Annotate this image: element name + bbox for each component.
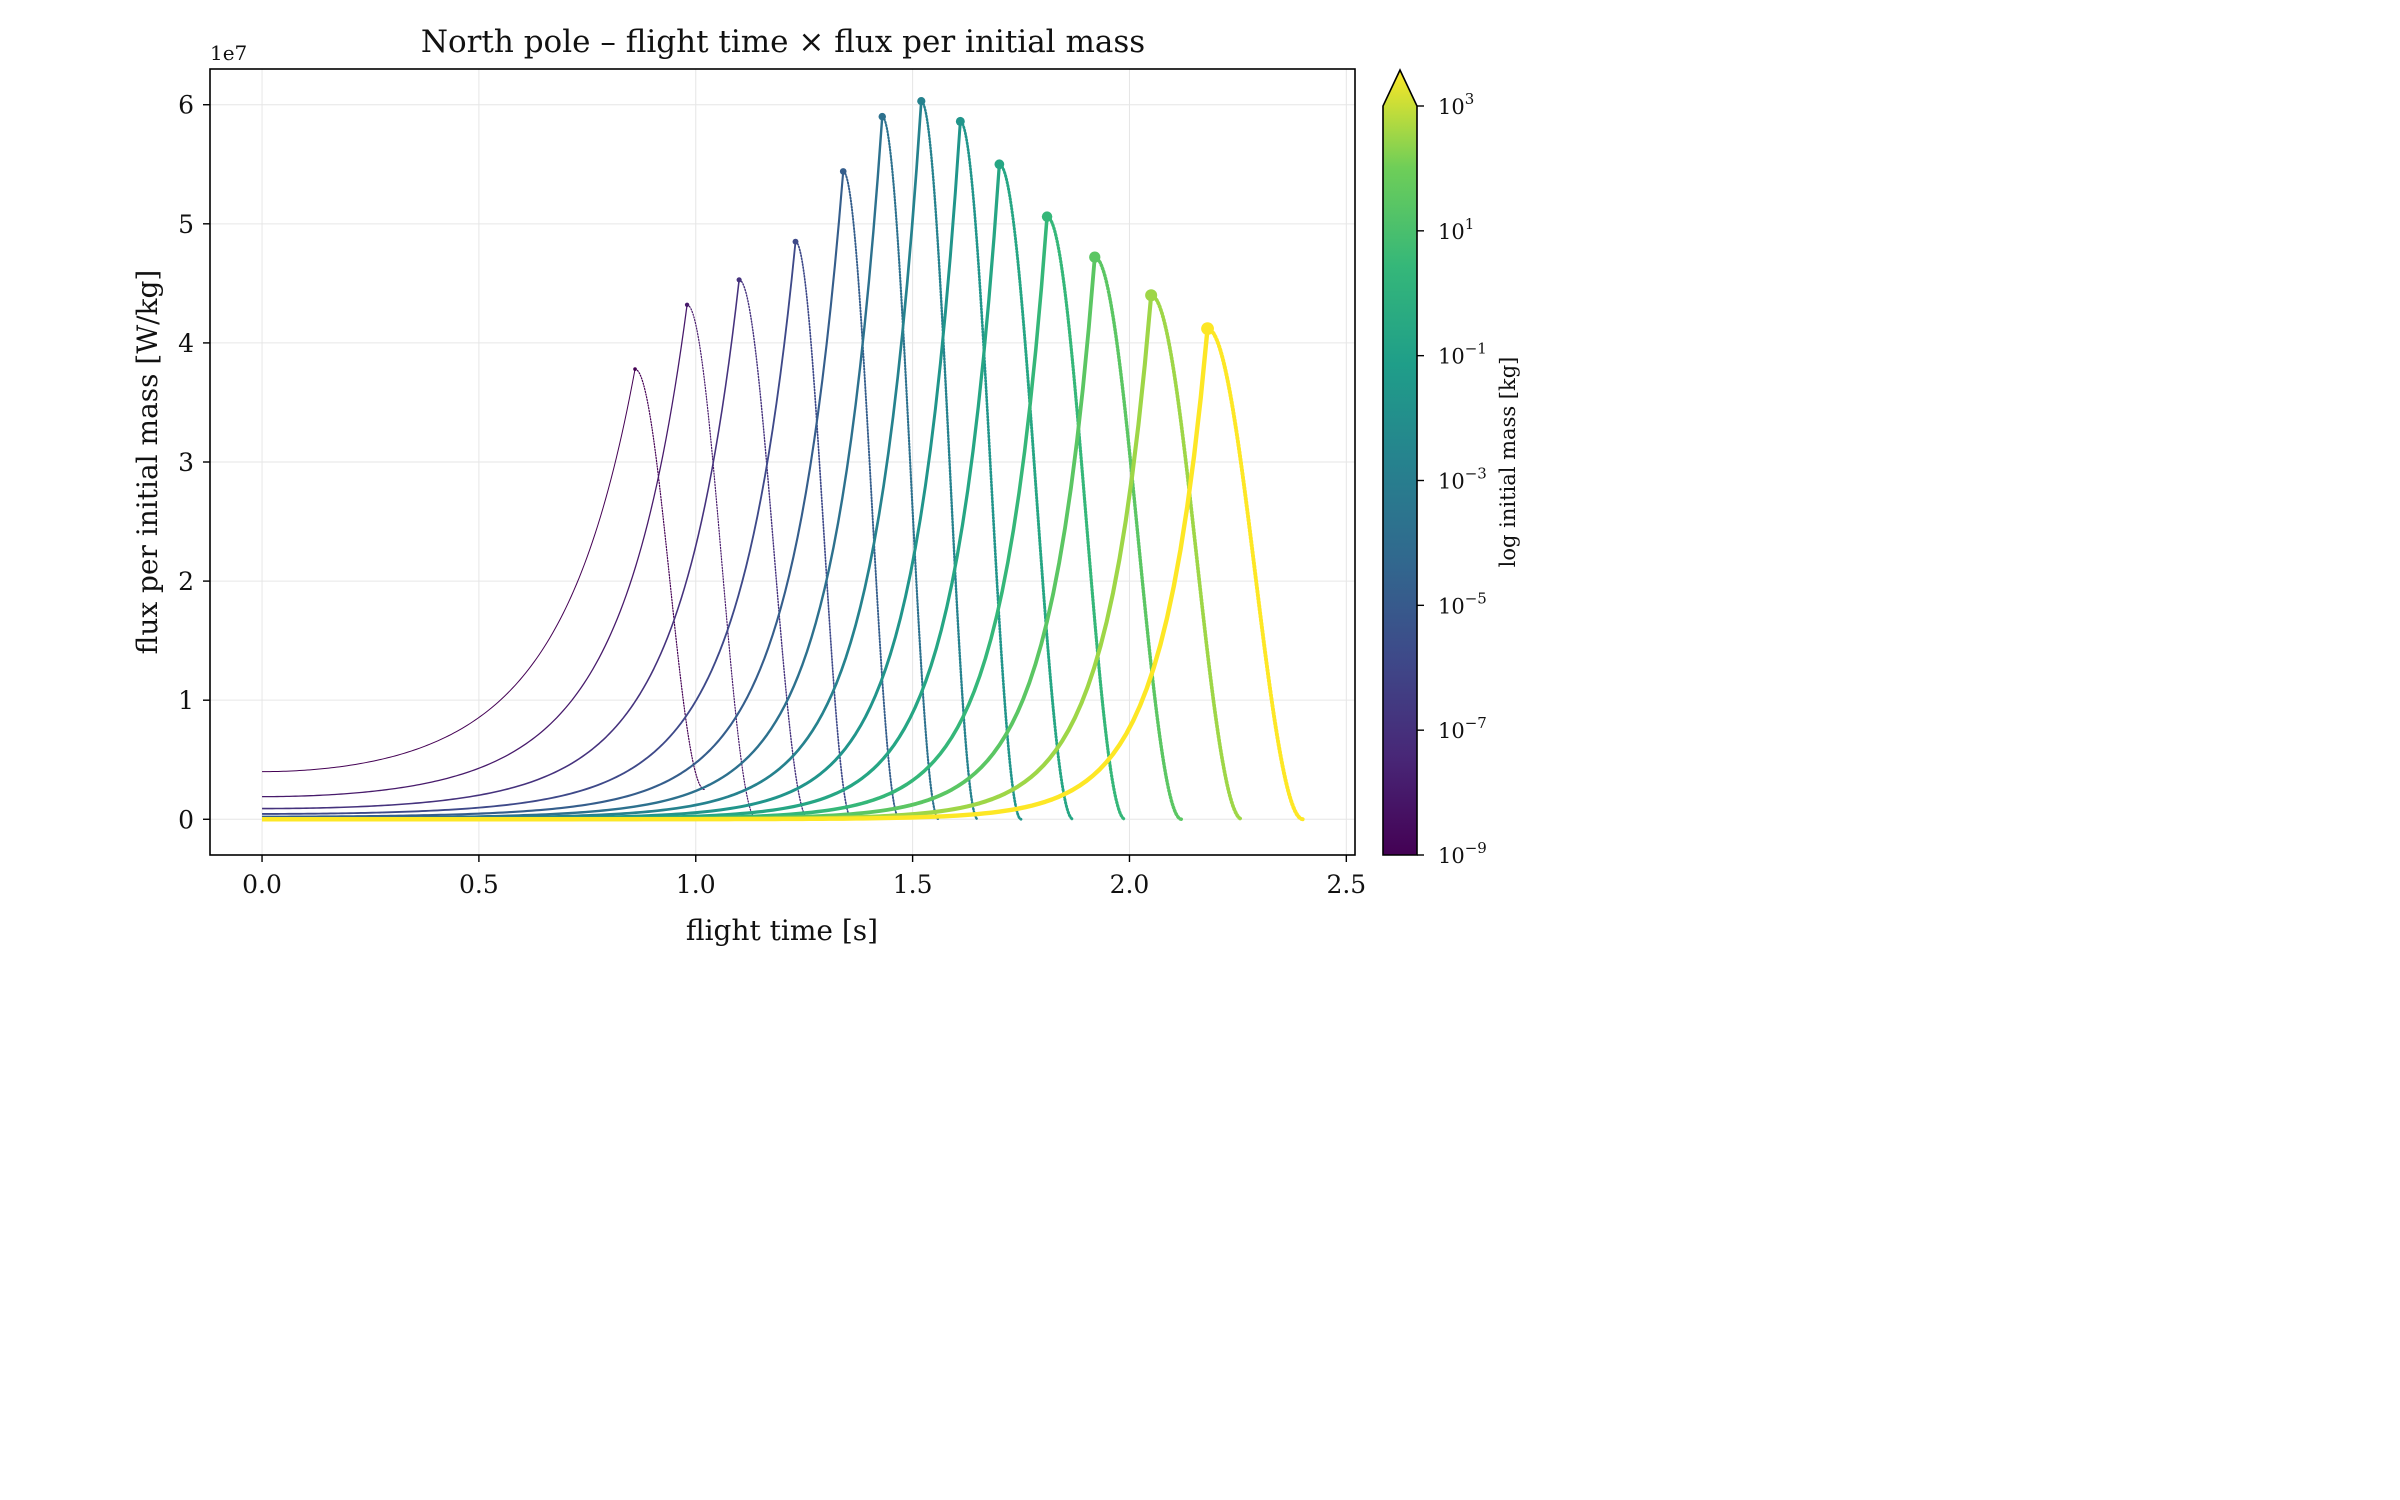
series-peak-point-12 — [1201, 322, 1214, 336]
series-fall-1 — [686, 304, 758, 820]
y-axis-label: flux per initial mass [W/kg] — [131, 270, 164, 655]
chart-title: North pole – flight time × flux per init… — [421, 24, 1145, 60]
y-tick-label: 1 — [178, 686, 194, 715]
series-rise-4 — [262, 171, 845, 818]
series-fall-0 — [634, 368, 706, 791]
x-axis-ticks: 0.0 0.5 1.0 1.5 2.0 2.5 — [242, 855, 1366, 899]
series-fall-3 — [794, 240, 853, 821]
colorbar-ticks: 103 101 10−1 10−3 10−5 10−7 10−9 — [1417, 90, 1487, 868]
y-tick-label: 0 — [178, 805, 194, 834]
series-peak-point-8 — [994, 159, 1005, 170]
series-layer — [262, 97, 1305, 822]
series-fall-9 — [1045, 215, 1127, 821]
series-peak-point-7 — [955, 116, 965, 126]
colorbar-tick-label: 10−1 — [1438, 340, 1487, 369]
x-tick-label: 1.5 — [893, 870, 933, 899]
series-fall-5 — [881, 115, 940, 821]
y-tick-label: 4 — [178, 329, 194, 358]
grid-lines — [210, 69, 1355, 855]
series-peak-point-5 — [878, 112, 886, 121]
y-tick-label: 2 — [178, 567, 194, 596]
series-peak-point-11 — [1145, 289, 1158, 302]
series-peak-point-3 — [792, 238, 799, 245]
series-rise-11 — [262, 295, 1154, 822]
colorbar-body — [1382, 68, 1418, 856]
series-peak-point-10 — [1089, 251, 1101, 263]
series-rise-9 — [262, 216, 1049, 821]
colorbar-tick-label: 10−9 — [1438, 839, 1487, 868]
chart-figure: North pole – flight time × flux per init… — [131, 24, 1520, 947]
series-rise-8 — [262, 164, 1001, 821]
x-tick-label: 2.5 — [1326, 870, 1366, 899]
x-tick-label: 2.0 — [1110, 870, 1150, 899]
series-rise-2 — [262, 279, 740, 810]
series-fall-11 — [1149, 293, 1245, 822]
series-fall-6 — [920, 99, 979, 821]
colorbar-tick-label: 10−5 — [1438, 589, 1487, 618]
series-rise-10 — [262, 256, 1097, 822]
series-rise-0 — [262, 369, 636, 773]
series-fall-7 — [958, 120, 1023, 821]
series-peak-point-6 — [917, 97, 926, 106]
series-peak-point-9 — [1041, 211, 1053, 222]
y-tick-label: 6 — [178, 91, 194, 120]
y-offset-label: 1e7 — [210, 41, 247, 65]
colorbar-tick-label: 101 — [1438, 215, 1474, 244]
series-rise-3 — [262, 241, 797, 815]
series-peak-point-4 — [839, 168, 847, 175]
series-rise-7 — [262, 121, 962, 821]
x-tick-label: 0.0 — [242, 870, 282, 899]
colorbar: 103 101 10−1 10−3 10−5 10−7 10−9 log initial m… — [1382, 68, 1520, 868]
series-fall-12 — [1205, 326, 1305, 822]
y-axis-ticks: 0 1 2 3 4 5 6 — [178, 91, 210, 834]
series-rise-1 — [262, 304, 688, 798]
y-tick-label: 5 — [178, 210, 194, 239]
y-tick-label: 3 — [178, 448, 194, 477]
series-rise-6 — [262, 101, 923, 820]
series-fall-2 — [738, 279, 810, 820]
series-peak-point-0 — [633, 367, 637, 371]
x-tick-label: 1.0 — [676, 870, 716, 899]
series-rise-12 — [262, 328, 1210, 822]
colorbar-tick-label: 10−3 — [1438, 465, 1487, 494]
series-peak-point-1 — [684, 302, 690, 307]
series-rise-5 — [262, 116, 884, 820]
colorbar-label: log initial mass [kg] — [1496, 357, 1520, 568]
x-axis-label: flight time [s] — [686, 914, 878, 947]
colorbar-tick-label: 10−7 — [1438, 714, 1487, 743]
series-peak-point-2 — [736, 277, 742, 283]
x-tick-label: 0.5 — [459, 870, 499, 899]
series-fall-8 — [997, 162, 1075, 821]
series-fall-10 — [1093, 255, 1184, 821]
colorbar-tick-label: 103 — [1438, 90, 1474, 119]
series-fall-4 — [842, 170, 901, 821]
